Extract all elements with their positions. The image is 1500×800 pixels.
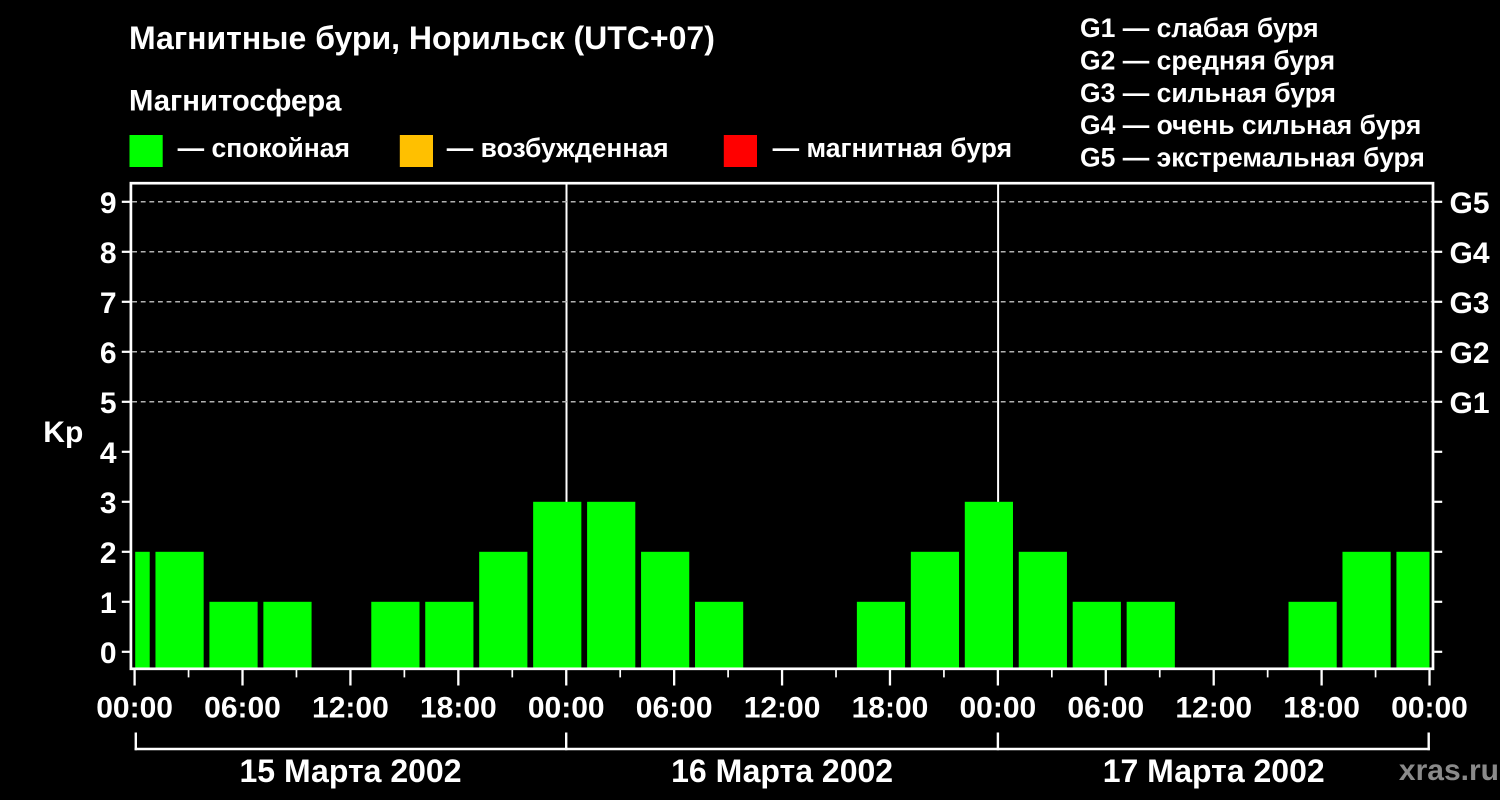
- svg-text:6: 6: [100, 337, 117, 370]
- svg-text:4: 4: [100, 437, 117, 470]
- svg-text:00:00: 00:00: [960, 692, 1037, 725]
- svg-text:G2 — средняя буря: G2 — средняя буря: [1080, 45, 1335, 75]
- svg-text:0: 0: [100, 637, 117, 670]
- svg-text:G5: G5: [1450, 187, 1490, 220]
- svg-text:3: 3: [100, 487, 117, 520]
- svg-text:5: 5: [100, 387, 117, 420]
- svg-text:7: 7: [100, 287, 117, 320]
- svg-text:00:00: 00:00: [528, 692, 605, 725]
- svg-text:8: 8: [100, 237, 117, 270]
- svg-text:12:00: 12:00: [312, 692, 389, 725]
- svg-text:00:00: 00:00: [1391, 692, 1468, 725]
- svg-text:9: 9: [100, 187, 117, 220]
- svg-text:18:00: 18:00: [420, 692, 497, 725]
- svg-text:12:00: 12:00: [744, 692, 821, 725]
- svg-text:17 Марта 2002: 17 Марта 2002: [1103, 753, 1325, 789]
- svg-text:G3 — сильная буря: G3 — сильная буря: [1080, 78, 1336, 108]
- svg-text:12:00: 12:00: [1175, 692, 1252, 725]
- svg-text:Магнитные бури, Норильск (UTC+: Магнитные бури, Норильск (UTC+07): [129, 20, 715, 56]
- svg-text:— спокойная: — спокойная: [178, 133, 350, 163]
- svg-text:Магнитосфера: Магнитосфера: [129, 85, 342, 118]
- svg-text:06:00: 06:00: [1067, 692, 1144, 725]
- svg-text:18:00: 18:00: [1283, 692, 1360, 725]
- svg-text:Kp: Kp: [43, 416, 83, 449]
- svg-text:18:00: 18:00: [852, 692, 929, 725]
- svg-text:— магнитная буря: — магнитная буря: [773, 133, 1012, 163]
- svg-text:G1: G1: [1450, 387, 1490, 420]
- svg-text:G2: G2: [1450, 337, 1490, 370]
- svg-text:G1 — слабая буря: G1 — слабая буря: [1080, 13, 1319, 43]
- svg-text:xras.ru: xras.ru: [1399, 754, 1499, 787]
- svg-text:G3: G3: [1450, 287, 1490, 320]
- svg-text:G4 — очень сильная буря: G4 — очень сильная буря: [1080, 110, 1421, 140]
- svg-text:06:00: 06:00: [204, 692, 281, 725]
- svg-text:1: 1: [100, 587, 117, 620]
- svg-text:2: 2: [100, 537, 117, 570]
- svg-text:— возбужденная: — возбужденная: [447, 133, 669, 163]
- svg-text:16 Марта 2002: 16 Марта 2002: [671, 753, 893, 789]
- svg-text:G4: G4: [1450, 237, 1490, 270]
- svg-text:06:00: 06:00: [636, 692, 713, 725]
- svg-text:00:00: 00:00: [96, 692, 173, 725]
- svg-text:15 Марта 2002: 15 Марта 2002: [240, 753, 462, 789]
- svg-text:G5 — экстремальная буря: G5 — экстремальная буря: [1080, 143, 1425, 173]
